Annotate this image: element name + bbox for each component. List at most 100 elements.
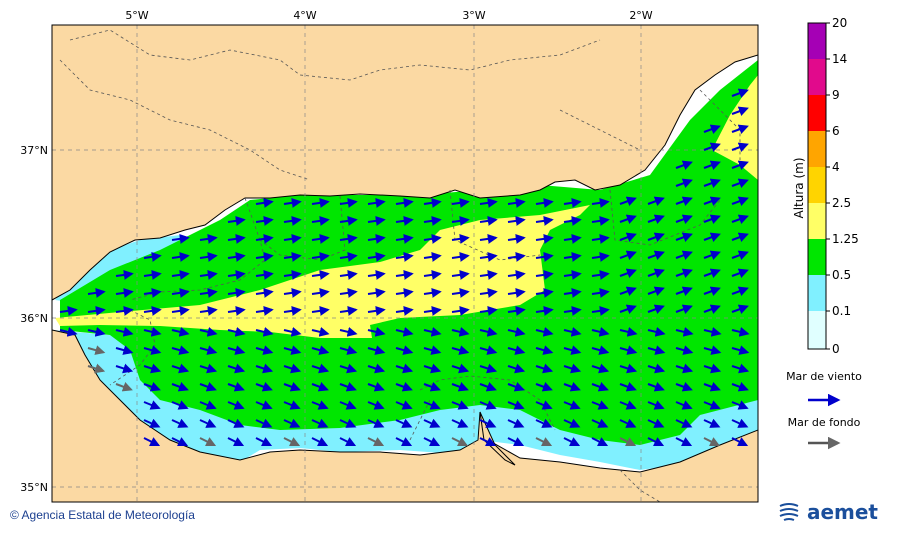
wind-sea-arrow [255, 418, 273, 428]
wind-sea-arrow [283, 287, 302, 298]
wind-sea-arrow [451, 251, 470, 262]
wind-sea-arrow [619, 304, 637, 314]
wind-sea-arrow [731, 268, 749, 278]
wind-sea-arrow [675, 345, 694, 355]
wind-sea-arrow [451, 287, 470, 298]
swell-arrow [87, 345, 106, 355]
wind-sea-arrow [675, 250, 693, 260]
wind-sea-arrow [731, 196, 749, 206]
wind-sea-arrow [451, 363, 470, 374]
wind-sea-arrow [563, 215, 582, 226]
wind-sea-arrow [367, 418, 385, 428]
wind-sea-arrow [227, 345, 246, 355]
wind-sea-arrow [703, 124, 721, 134]
wind-sea-arrow [675, 268, 693, 278]
wind-sea-arrow [731, 382, 749, 392]
wind-sea-arrow [507, 345, 526, 355]
wind-sea-arrow [731, 418, 749, 428]
wind-sea-arrow [535, 215, 554, 226]
wind-sea-arrow [507, 215, 526, 226]
wind-sea-arrow [423, 233, 442, 244]
wind-sea-arrow [507, 326, 526, 337]
wind-sea-arrow [311, 269, 330, 280]
wind-sea-arrow [283, 400, 301, 410]
wind-sea-arrow [703, 250, 721, 260]
wind-sea-arrow [367, 251, 386, 262]
swell-arrow [451, 437, 469, 447]
wind-sea-arrow [507, 233, 526, 244]
wind-sea-arrow [283, 305, 302, 316]
wind-sea-arrow [507, 437, 525, 447]
aemet-logo-icon [779, 503, 799, 521]
wind-sea-arrow [339, 363, 358, 374]
wind-sea-arrow [199, 251, 218, 262]
wind-sea-arrow [367, 400, 385, 410]
wind-sea-arrow [423, 418, 441, 428]
wind-sea-arrow [171, 326, 190, 337]
wind-sea-arrow [451, 418, 469, 428]
colorbar-frame [807, 22, 827, 350]
wind-sea-arrow [591, 326, 610, 337]
wind-sea-arrow [423, 251, 442, 262]
wind-sea-arrow [563, 287, 582, 298]
wind-sea-arrow [255, 233, 274, 244]
wind-sea-arrow [703, 400, 721, 410]
colorbar-seg-0.1-0.5 [808, 275, 826, 311]
wind-sea-arrow [143, 287, 162, 298]
wind-sea-arrow [311, 326, 330, 337]
wind-sea-arrow [143, 382, 161, 392]
wind-sea-arrow [703, 268, 721, 278]
wind-sea-arrow [619, 286, 637, 296]
wind-sea-arrow [479, 363, 498, 374]
wind-sea-arrow [199, 363, 218, 374]
wind-sea-arrow [591, 437, 609, 447]
wind-sea-arrow [255, 400, 273, 410]
wind-sea-arrow [647, 382, 665, 392]
wind-sea-arrow [255, 287, 274, 298]
wind-sea-arrow [591, 305, 610, 316]
wind-sea-arrow [591, 363, 610, 374]
wind-sea-arrow [311, 363, 330, 374]
wind-sea-arrow [479, 215, 498, 226]
wind-sea-arrow [339, 382, 357, 392]
swell-arrow [367, 437, 385, 447]
wind-sea-arrow [675, 400, 693, 410]
wind-sea-arrow [339, 305, 358, 316]
wind-sea-arrow [423, 345, 442, 355]
wind-sea-arrow [479, 418, 497, 428]
wind-sea-arrow [731, 214, 749, 224]
wind-sea-arrow [311, 418, 329, 428]
wind-sea-arrow [563, 437, 581, 447]
wind-sea-arrow [563, 197, 582, 208]
wind-sea-arrow [563, 382, 581, 392]
legend-wind-sea-label: Mar de viento [786, 370, 862, 383]
wind-sea-arrow [731, 88, 749, 98]
wind-sea-arrow [367, 363, 386, 374]
wind-sea-arrow [395, 269, 414, 280]
wind-sea-arrow [591, 251, 610, 262]
wind-sea-arrow [451, 269, 470, 280]
wind-sea-arrow [703, 363, 722, 374]
wind-sea-arrow [59, 326, 78, 337]
wind-sea-arrow [675, 214, 693, 224]
wind-sea-arrow [143, 269, 162, 280]
colorbar-tick-4: 4 [832, 160, 840, 174]
wind-sea-arrow [675, 363, 694, 374]
wind-sea-arrow [395, 305, 414, 316]
wind-sea-arrow [731, 178, 749, 188]
colorbar-seg-0.5-1.25 [808, 239, 826, 275]
wind-sea-arrow [255, 345, 274, 355]
wind-sea-arrow [619, 214, 637, 224]
wind-sea-arrow [479, 400, 497, 410]
wind-sea-arrow [199, 269, 218, 280]
wind-sea-arrow [451, 215, 470, 226]
wind-sea-arrow [171, 345, 190, 355]
wind-sea-arrow [395, 437, 413, 447]
wind-sea-arrow [647, 214, 665, 224]
wind-sea-arrow [395, 287, 414, 298]
wind-sea-arrow [423, 382, 441, 392]
wind-sea-arrow [647, 286, 665, 296]
wind-sea-arrow [675, 232, 693, 242]
wind-sea-arrow [703, 382, 721, 392]
